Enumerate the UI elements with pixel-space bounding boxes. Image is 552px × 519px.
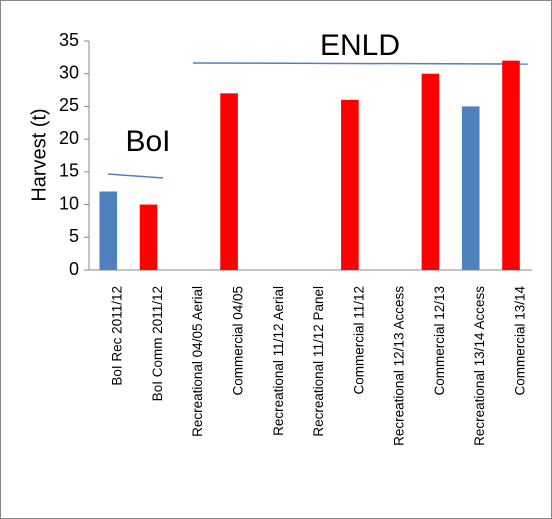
y-axis-label: Harvest (t) [28, 108, 50, 201]
x-tick-label: Commercial 04/05 [231, 286, 246, 396]
x-tick-label: Commercial 11/12 [351, 286, 366, 395]
bar [341, 99, 359, 270]
y-tick-label: 5 [69, 226, 79, 246]
x-tick-label: Commercial 13/14 [512, 286, 527, 396]
annotation-line [107, 173, 164, 179]
bar [220, 93, 238, 270]
x-tick-label: BoI Rec 2011/12 [110, 286, 125, 386]
x-tick-label: Recreational 11/12 Aerial [271, 286, 286, 436]
x-tick-label: Recreational 12/13 Access [392, 286, 407, 446]
x-tick-label: Recreational 04/05 Aerial [190, 286, 205, 437]
annotation-line [192, 62, 529, 65]
bar [99, 191, 118, 270]
y-tick-label: 35 [59, 30, 79, 50]
y-tick-label: 20 [59, 128, 79, 148]
bar [502, 60, 520, 270]
x-tick-label: Recreational 13/14 Access [472, 286, 487, 446]
annotation: BoI [125, 125, 170, 158]
y-tick-label: 30 [59, 62, 79, 82]
y-tick-label: 10 [59, 193, 79, 213]
annotation: ENLD [320, 29, 400, 62]
x-tick-label: Commercial 12/13 [432, 286, 447, 396]
x-tick-label: BoI Comm 2011/12 [150, 286, 165, 401]
x-tick-label: Recreational 11/12 Panel [311, 286, 326, 437]
y-tick-label: 15 [59, 161, 79, 181]
y-tick-label: 0 [69, 259, 79, 279]
bar [461, 106, 480, 270]
y-tick-label: 25 [59, 95, 79, 115]
bar [421, 73, 440, 270]
bar [139, 204, 158, 270]
